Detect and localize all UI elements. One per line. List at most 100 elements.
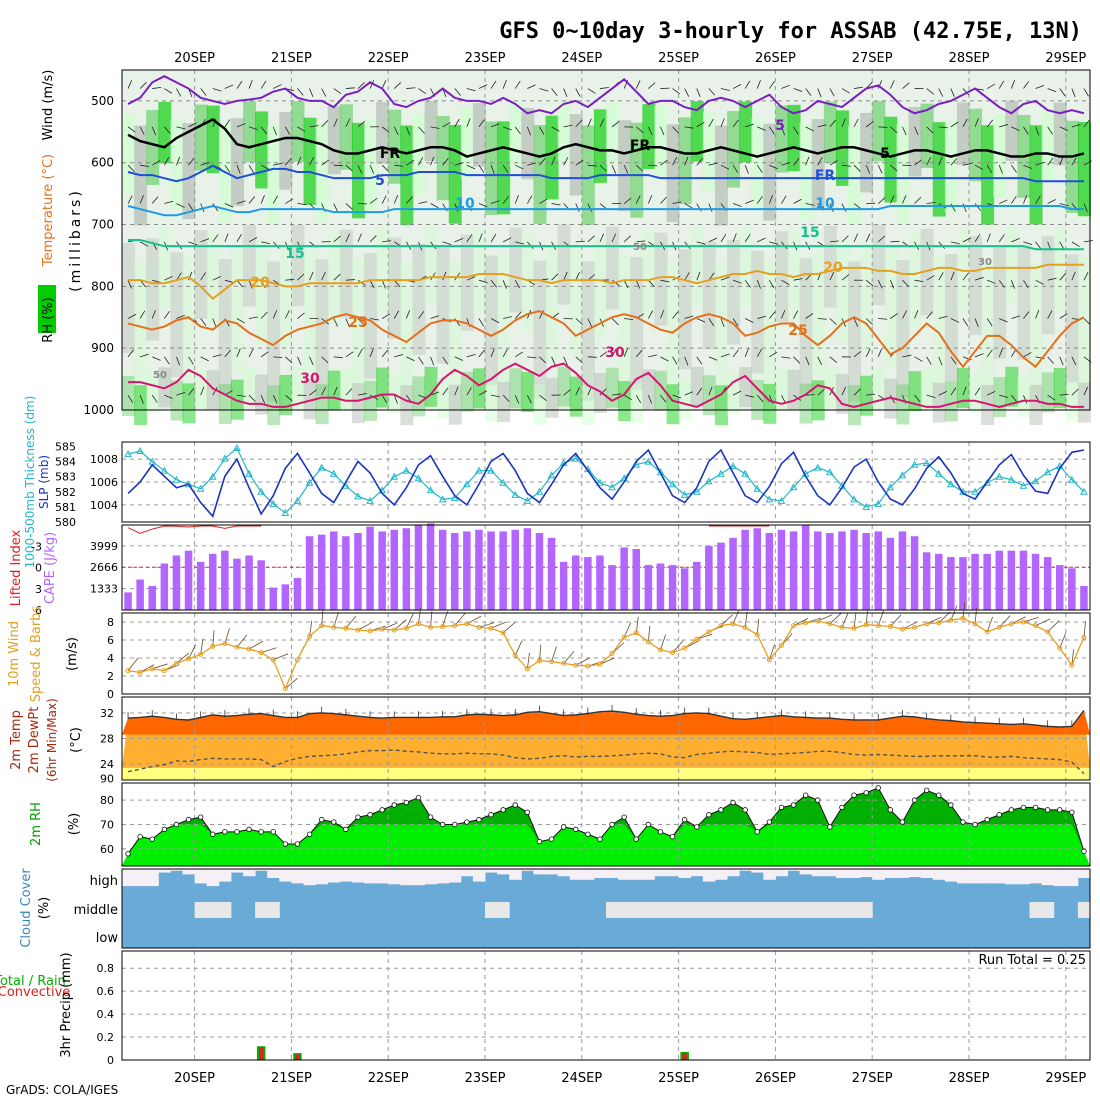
upper-wind-barb: [877, 197, 886, 204]
upper-wind-barb: [575, 88, 581, 97]
upper-wind-barb: [333, 88, 342, 95]
upper-wind-barb: [877, 165, 883, 174]
upper-wind-barb: [236, 200, 246, 204]
upper-wind-barb: [781, 394, 786, 404]
upper-rh-cell: [932, 122, 946, 217]
rh2m-marker: [137, 834, 143, 840]
upper-wind-barb: [986, 119, 994, 128]
upper-wind-barb: [1059, 356, 1064, 366]
day-label-bottom-29SEP: 29SEP: [1045, 1071, 1086, 1086]
rh2m-marker: [464, 819, 470, 825]
upper-wind-barb: [478, 279, 488, 284]
wind10-barb: [635, 616, 639, 633]
upper-wind-barb: [139, 81, 147, 89]
upper-wind-barb: [1059, 88, 1066, 97]
upper-wind-barb: [321, 159, 330, 166]
upper-wind-barb: [865, 121, 874, 128]
cloud-middle-gap: [787, 902, 801, 918]
upper-wind-barb: [914, 394, 921, 403]
cape-bar: [475, 529, 483, 610]
upper-wind-barb: [345, 87, 355, 89]
cape-bar: [366, 526, 374, 610]
upper-wind-barb: [248, 280, 253, 289]
upper-wind-barb: [164, 200, 174, 204]
cloud-high-gap: [1077, 869, 1091, 878]
upper-wind-barb: [672, 311, 679, 319]
upper-wind-barb: [769, 351, 778, 358]
upper-wind-barb: [297, 88, 304, 96]
upper-wind-barb: [418, 126, 425, 134]
upper-wind-barb: [381, 195, 387, 204]
cloud-high-gap: [134, 869, 147, 887]
upper-wind-barb: [321, 386, 327, 396]
rh2m-ytick-80: 80: [100, 794, 114, 807]
cloud-high-gap: [509, 869, 522, 880]
upper-wind-barb: [648, 82, 656, 89]
upper-rh-cell: [1041, 372, 1055, 413]
wind10-barb: [768, 644, 775, 660]
upper-wind-barb: [684, 272, 690, 281]
wind10-barb: [744, 611, 748, 628]
lifted-index-series: [127, 525, 262, 534]
upper-wind-barb: [526, 126, 532, 136]
upper-ytick-800: 800: [91, 279, 114, 293]
upper-wind-barb: [986, 83, 996, 89]
upper-wind-barb: [781, 162, 791, 166]
upper-wind-barb: [490, 123, 500, 128]
upper-rh-cell: [460, 371, 474, 412]
wind10-marker: [379, 626, 385, 632]
upper-wind-barb: [902, 354, 912, 358]
upper-wind-barb: [1059, 156, 1064, 166]
upper-wind-barb: [999, 199, 1008, 204]
upper-rh-cell: [170, 380, 184, 421]
upper-wind-barb: [684, 203, 693, 209]
rh2m-marker: [754, 829, 760, 835]
upper-rh-cell: [981, 261, 995, 401]
upper-wind-barb: [309, 125, 319, 128]
rh2m-marker: [730, 799, 736, 806]
upper-rh-cell: [255, 240, 269, 346]
rh2m-marker: [1044, 807, 1051, 813]
upper-wind-barb: [781, 279, 790, 286]
upper-wind-barb: [672, 356, 678, 365]
upper-wind-barb: [853, 318, 859, 327]
upper-wind-barb: [248, 316, 258, 319]
thickness-marker: [644, 457, 653, 465]
rh2m-marker: [718, 807, 724, 813]
thickness-marker: [196, 484, 205, 492]
upper-wind-barb: [357, 82, 365, 89]
upper-rh-cell: [424, 224, 438, 305]
upper-rh-cell: [303, 249, 317, 371]
upper-wind-barb: [309, 271, 314, 281]
upper-wind-barb: [284, 310, 290, 319]
cape-bar: [959, 557, 967, 610]
rh2m-marker: [1008, 807, 1015, 813]
upper-wind-barb: [865, 279, 874, 287]
upper-rh-cell: [182, 257, 196, 392]
wind10-barb: [817, 614, 833, 622]
upper-rh-cell: [206, 231, 220, 324]
precip-ytick-0.8: 0.8: [97, 962, 115, 975]
thickness-marker: [354, 492, 362, 500]
upper-wind-barb: [152, 86, 162, 89]
rh2m-ytick-60: 60: [100, 843, 114, 856]
upper-wind-barb: [297, 203, 307, 206]
upper-wind-barb: [926, 311, 933, 319]
upper-wind-barb: [345, 203, 353, 210]
upper-wind-barb: [635, 349, 643, 358]
upper-wind-barb: [914, 279, 924, 282]
precip-ylabel-total: Total / Rain: [0, 974, 66, 989]
upper-wind-barb: [224, 119, 231, 128]
upper-wind-barb: [1047, 88, 1057, 93]
upper-wind-barb: [248, 164, 255, 174]
upper-wind-barb: [720, 234, 727, 243]
thickness-marker: [947, 480, 955, 488]
upper-wind-barb: [152, 160, 161, 166]
wind10-marker: [996, 624, 1002, 630]
contour-label-FR: FR: [380, 146, 401, 162]
upper-wind-barb: [260, 311, 268, 319]
upper-wind-barb: [647, 195, 653, 204]
upper-rh-cell: [267, 385, 281, 426]
upper-wind-barb: [986, 164, 993, 174]
